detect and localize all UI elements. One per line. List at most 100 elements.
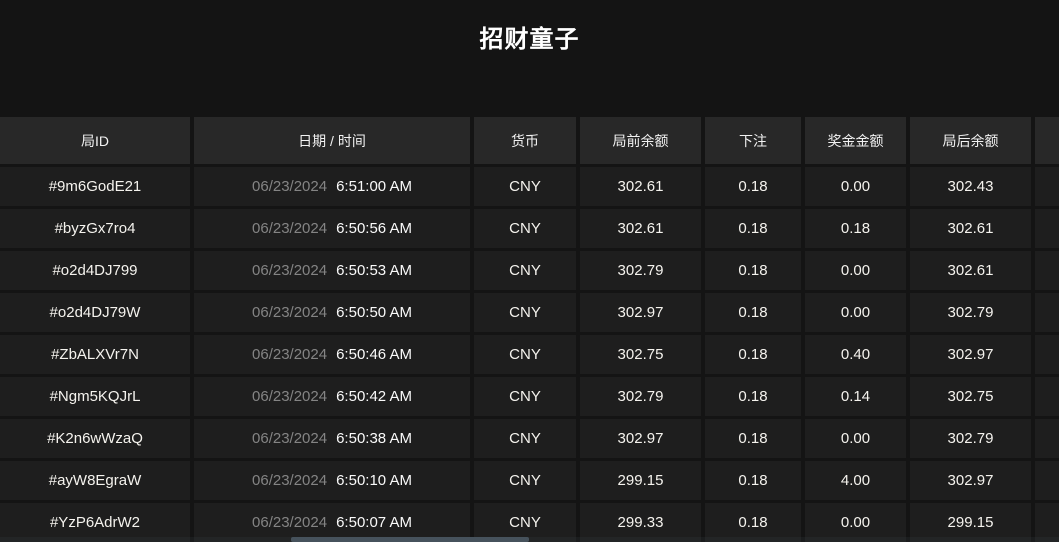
page-title: 招财童子 [479, 26, 580, 53]
horizontal-scrollbar-track[interactable] [0, 537, 1059, 542]
col-header-round-id: 局ID [0, 117, 190, 164]
prize-cell: 0.40 [805, 335, 906, 374]
balance-before-cell: 302.97 [580, 419, 701, 458]
col-header-balance-after: 局后余额 [910, 117, 1031, 164]
bet-cell: 0.18 [705, 461, 801, 500]
bet-cell: 0.18 [705, 251, 801, 290]
bet-cell: 0.18 [705, 503, 801, 542]
currency-cell: CNY [474, 209, 576, 248]
datetime-cell: 06/23/2024 6:50:38 AM [194, 419, 470, 458]
date-text: 06/23/2024 [252, 346, 328, 363]
prize-cell: 0.14 [805, 377, 906, 416]
time-text: 6:50:53 AM [336, 262, 412, 279]
balance-after-cell: 299.15 [910, 503, 1031, 542]
round-id-cell: #9m6GodE21 [0, 167, 190, 206]
col-header-extra [1035, 117, 1059, 164]
table-header-row: 局ID 日期 / 时间 货币 局前余额 下注 奖金金额 局后余额 [0, 117, 1059, 164]
currency-cell: CNY [474, 419, 576, 458]
balance-after-cell: 302.43 [910, 167, 1031, 206]
date-text: 06/23/2024 [252, 472, 328, 489]
extra-cell [1035, 377, 1059, 416]
extra-cell [1035, 209, 1059, 248]
balance-before-cell: 302.61 [580, 167, 701, 206]
bet-cell: 0.18 [705, 293, 801, 332]
time-text: 6:50:42 AM [336, 388, 412, 405]
round-id-cell: #o2d4DJ799 [0, 251, 190, 290]
datetime-cell: 06/23/2024 6:50:56 AM [194, 209, 470, 248]
time-text: 6:50:07 AM [336, 514, 412, 531]
currency-cell: CNY [474, 461, 576, 500]
bet-cell: 0.18 [705, 209, 801, 248]
currency-cell: CNY [474, 251, 576, 290]
prize-cell: 0.00 [805, 167, 906, 206]
balance-before-cell: 302.97 [580, 293, 701, 332]
balance-after-cell: 302.75 [910, 377, 1031, 416]
balance-after-cell: 302.97 [910, 335, 1031, 374]
table-row: #byzGx7ro4 06/23/2024 6:50:56 AM CNY 302… [0, 209, 1059, 248]
extra-cell [1035, 335, 1059, 374]
round-id-cell: #ZbALXVr7N [0, 335, 190, 374]
bet-cell: 0.18 [705, 377, 801, 416]
prize-cell: 0.00 [805, 251, 906, 290]
prize-cell: 0.00 [805, 503, 906, 542]
extra-cell [1035, 419, 1059, 458]
prize-cell: 4.00 [805, 461, 906, 500]
date-text: 06/23/2024 [252, 220, 328, 237]
history-table: 局ID 日期 / 时间 货币 局前余额 下注 奖金金额 局后余额 #9m6God… [0, 117, 1059, 542]
col-header-bet: 下注 [705, 117, 801, 164]
time-text: 6:50:50 AM [336, 304, 412, 321]
datetime-cell: 06/23/2024 6:50:10 AM [194, 461, 470, 500]
extra-cell [1035, 503, 1059, 542]
round-id-cell: #YzP6AdrW2 [0, 503, 190, 542]
bet-cell: 0.18 [705, 419, 801, 458]
balance-before-cell: 302.79 [580, 251, 701, 290]
datetime-cell: 06/23/2024 6:50:07 AM [194, 503, 470, 542]
datetime-cell: 06/23/2024 6:50:46 AM [194, 335, 470, 374]
datetime-cell: 06/23/2024 6:51:00 AM [194, 167, 470, 206]
currency-cell: CNY [474, 503, 576, 542]
balance-after-cell: 302.79 [910, 293, 1031, 332]
date-text: 06/23/2024 [252, 304, 328, 321]
time-text: 6:51:00 AM [336, 178, 412, 195]
date-text: 06/23/2024 [252, 514, 328, 531]
balance-before-cell: 299.15 [580, 461, 701, 500]
time-text: 6:50:56 AM [336, 220, 412, 237]
round-id-cell: #ayW8EgraW [0, 461, 190, 500]
extra-cell [1035, 251, 1059, 290]
currency-cell: CNY [474, 377, 576, 416]
currency-cell: CNY [474, 293, 576, 332]
balance-before-cell: 302.61 [580, 209, 701, 248]
time-text: 6:50:10 AM [336, 472, 412, 489]
time-text: 6:50:38 AM [336, 430, 412, 447]
currency-cell: CNY [474, 167, 576, 206]
balance-before-cell: 299.33 [580, 503, 701, 542]
datetime-cell: 06/23/2024 6:50:53 AM [194, 251, 470, 290]
balance-after-cell: 302.97 [910, 461, 1031, 500]
table-row: #YzP6AdrW2 06/23/2024 6:50:07 AM CNY 299… [0, 503, 1059, 542]
col-header-prize: 奖金金额 [805, 117, 906, 164]
round-id-cell: #byzGx7ro4 [0, 209, 190, 248]
time-text: 6:50:46 AM [336, 346, 412, 363]
extra-cell [1035, 461, 1059, 500]
date-text: 06/23/2024 [252, 262, 328, 279]
balance-after-cell: 302.79 [910, 419, 1031, 458]
balance-before-cell: 302.75 [580, 335, 701, 374]
col-header-currency: 货币 [474, 117, 576, 164]
date-text: 06/23/2024 [252, 388, 328, 405]
prize-cell: 0.18 [805, 209, 906, 248]
round-id-cell: #K2n6wWzaQ [0, 419, 190, 458]
bet-cell: 0.18 [705, 167, 801, 206]
prize-cell: 0.00 [805, 419, 906, 458]
currency-cell: CNY [474, 335, 576, 374]
horizontal-scrollbar-thumb[interactable] [291, 537, 529, 542]
table-row: #ayW8EgraW 06/23/2024 6:50:10 AM CNY 299… [0, 461, 1059, 500]
round-id-cell: #o2d4DJ79W [0, 293, 190, 332]
bet-cell: 0.18 [705, 335, 801, 374]
col-header-balance-before: 局前余额 [580, 117, 701, 164]
table-body: #9m6GodE21 06/23/2024 6:51:00 AM CNY 302… [0, 167, 1059, 542]
extra-cell [1035, 293, 1059, 332]
table-row: #o2d4DJ799 06/23/2024 6:50:53 AM CNY 302… [0, 251, 1059, 290]
table-row: #o2d4DJ79W 06/23/2024 6:50:50 AM CNY 302… [0, 293, 1059, 332]
datetime-cell: 06/23/2024 6:50:50 AM [194, 293, 470, 332]
balance-after-cell: 302.61 [910, 251, 1031, 290]
